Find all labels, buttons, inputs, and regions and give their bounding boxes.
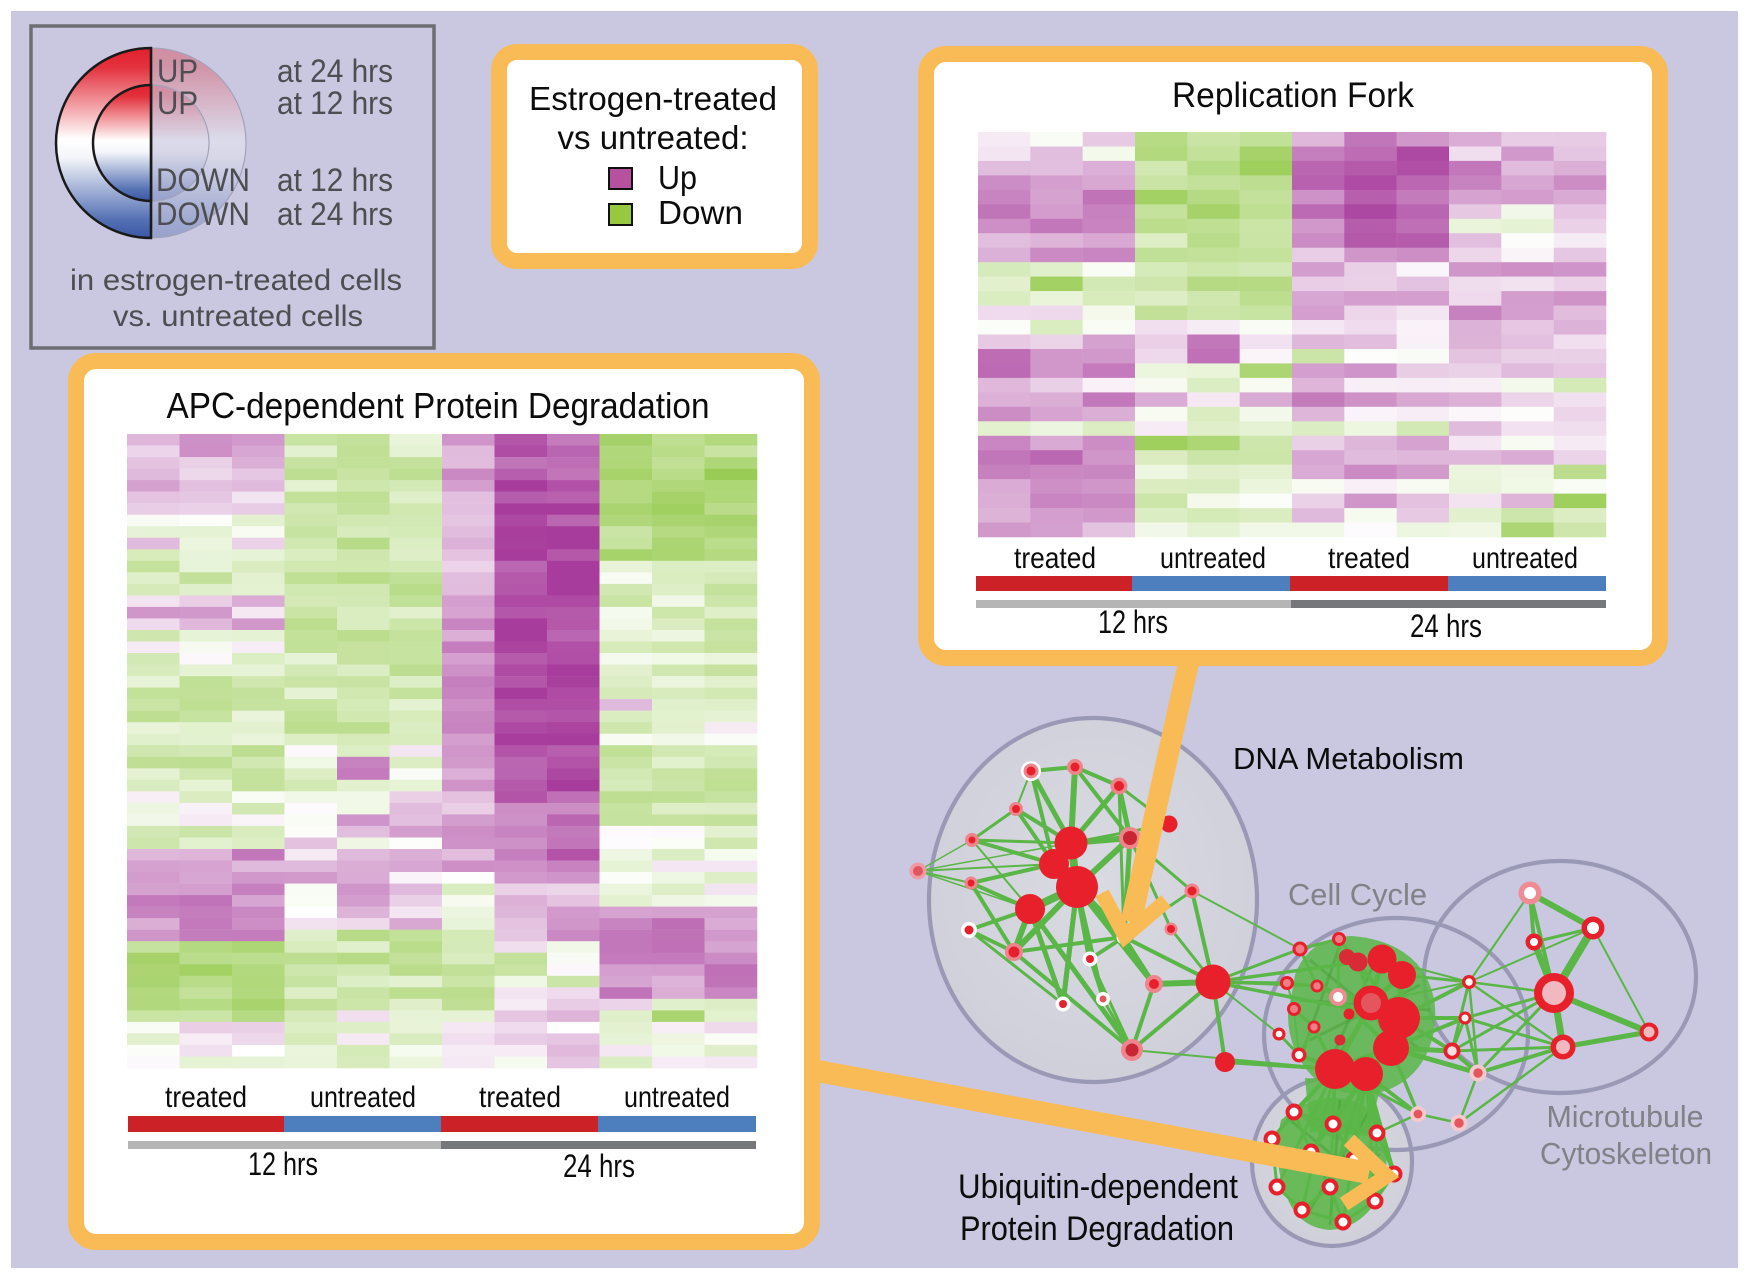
svg-text:at 24 hrs: at 24 hrs (277, 196, 393, 232)
svg-text:treated: treated (1014, 542, 1096, 575)
svg-text:treated: treated (1328, 542, 1410, 575)
svg-text:Up: Up (658, 159, 697, 196)
svg-text:vs. untreated cells: vs. untreated cells (113, 300, 363, 333)
svg-text:12 hrs: 12 hrs (1098, 604, 1168, 640)
svg-text:at 12 hrs: at 12 hrs (277, 85, 393, 121)
svg-text:Protein Degradation: Protein Degradation (960, 1210, 1234, 1248)
svg-text:Cell Cycle: Cell Cycle (1288, 877, 1427, 912)
svg-text:12 hrs: 12 hrs (248, 1146, 318, 1182)
svg-text:UP: UP (157, 85, 198, 121)
svg-text:DOWN: DOWN (156, 162, 250, 198)
svg-text:Estrogen-treated: Estrogen-treated (529, 80, 777, 117)
svg-text:Down: Down (658, 194, 743, 231)
svg-text:UP: UP (157, 53, 198, 89)
svg-text:vs untreated:: vs untreated: (558, 119, 749, 156)
svg-text:APC-dependent Protein Degradat: APC-dependent Protein Degradation (167, 385, 710, 426)
svg-text:at 12 hrs: at 12 hrs (277, 162, 393, 198)
svg-text:untreated: untreated (624, 1081, 730, 1114)
svg-text:in estrogen-treated cells: in estrogen-treated cells (70, 264, 402, 297)
svg-text:untreated: untreated (310, 1081, 416, 1114)
svg-text:untreated: untreated (1160, 542, 1266, 575)
svg-text:24 hrs: 24 hrs (563, 1148, 635, 1184)
svg-text:Replication Fork: Replication Fork (1172, 76, 1414, 115)
svg-text:Ubiquitin-dependent: Ubiquitin-dependent (958, 1168, 1239, 1206)
svg-text:at 24 hrs: at 24 hrs (277, 53, 393, 89)
svg-text:DOWN: DOWN (156, 196, 250, 232)
svg-text:24 hrs: 24 hrs (1410, 608, 1482, 644)
svg-text:DNA Metabolism: DNA Metabolism (1233, 741, 1464, 776)
svg-text:Microtubule: Microtubule (1547, 1099, 1704, 1134)
svg-text:Cytoskeleton: Cytoskeleton (1540, 1136, 1712, 1171)
svg-text:treated: treated (165, 1081, 247, 1114)
svg-text:treated: treated (479, 1081, 561, 1114)
svg-text:untreated: untreated (1472, 542, 1578, 575)
